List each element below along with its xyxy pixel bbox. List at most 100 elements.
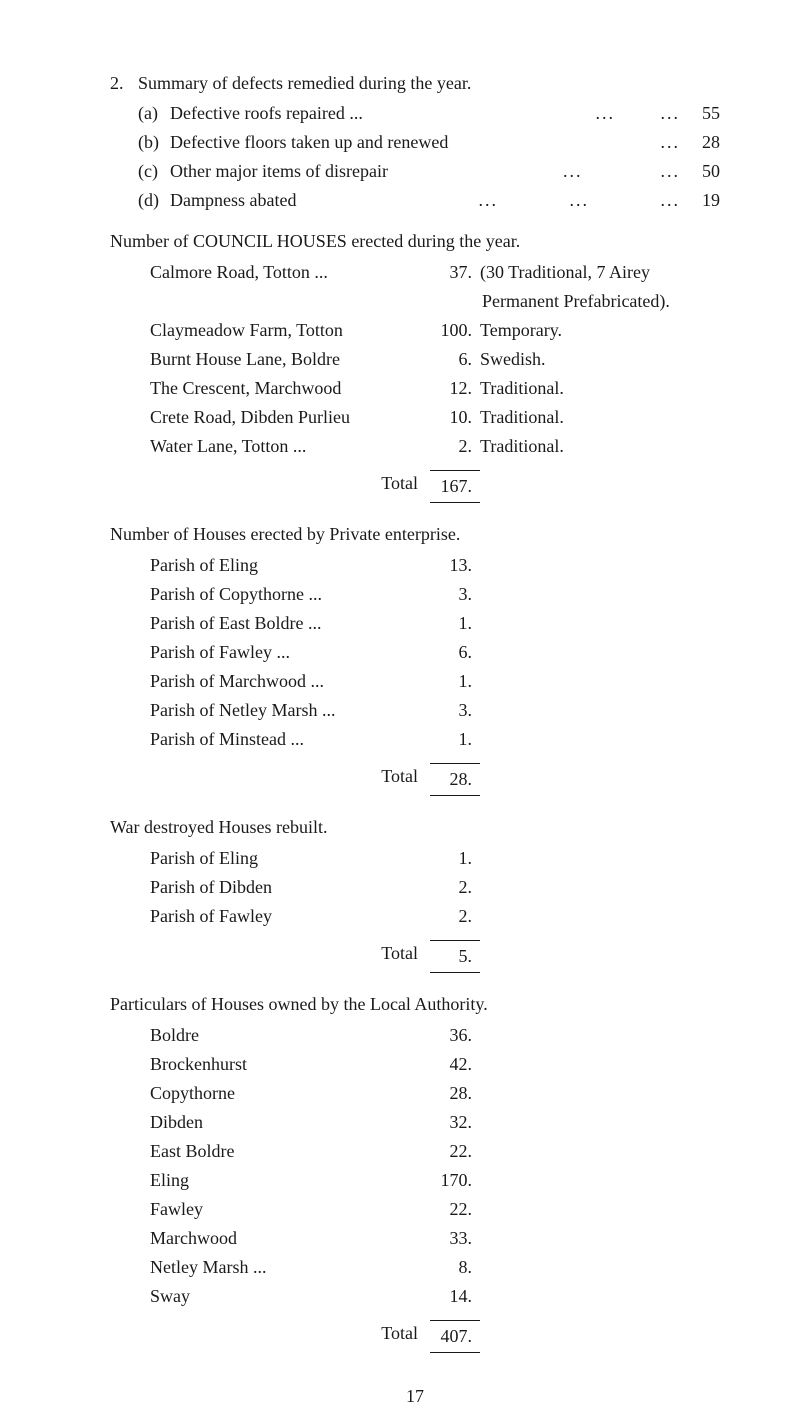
private-mid: 6. xyxy=(430,639,480,666)
particulars-row: Boldre 36. xyxy=(110,1022,720,1049)
particulars-total: Total 407. xyxy=(110,1320,720,1353)
private-row: Parish of Marchwood ... 1. xyxy=(110,668,720,695)
particulars-mid: 33. xyxy=(430,1225,480,1252)
war-mid: 2. xyxy=(430,903,480,930)
summary-text: Summary of defects remedied during the y… xyxy=(138,70,471,97)
summary-item: (a) Defective roofs repaired ... ... ...… xyxy=(110,100,720,127)
particulars-row: Sway 14. xyxy=(110,1283,720,1310)
summary-item: (d) Dampness abated ... ... ... 19 xyxy=(110,187,720,214)
council-right: Traditional. xyxy=(480,404,720,431)
council-mid: 100. xyxy=(430,317,480,344)
total-value: 167. xyxy=(430,470,480,503)
particulars-mid: 170. xyxy=(430,1167,480,1194)
summary-item: (b) Defective floors taken up and renewe… xyxy=(110,129,720,156)
particulars-mid: 36. xyxy=(430,1022,480,1049)
particulars-left: Copythorne xyxy=(150,1080,430,1107)
sub-text-a: Defective roofs repaired ... xyxy=(170,100,596,127)
particulars-left: Eling xyxy=(150,1167,430,1194)
sub-label-b: (b) xyxy=(138,129,170,156)
summary-heading: 2. Summary of defects remedied during th… xyxy=(110,70,720,97)
sub-label-a: (a) xyxy=(138,100,170,127)
sub-label-c: (c) xyxy=(138,158,170,185)
total-label: Total xyxy=(150,470,430,503)
total-label: Total xyxy=(150,940,430,973)
council-permanent: Permanent Prefabricated). xyxy=(110,288,720,315)
council-row: The Crescent, Marchwood 12. Traditional. xyxy=(110,375,720,402)
council-left: Claymeadow Farm, Totton xyxy=(150,317,430,344)
council-left: Crete Road, Dibden Purlieu xyxy=(150,404,430,431)
council-row: Water Lane, Totton ... 2. Traditional. xyxy=(110,433,720,460)
particulars-heading: Particulars of Houses owned by the Local… xyxy=(110,991,720,1018)
private-mid: 1. xyxy=(430,668,480,695)
private-heading: Number of Houses erected by Private ente… xyxy=(110,521,720,548)
summary-section: 2. Summary of defects remedied during th… xyxy=(110,70,720,214)
private-row: Parish of Fawley ... 6. xyxy=(110,639,720,666)
council-row: Calmore Road, Totton ... 37. (30 Traditi… xyxy=(110,259,720,286)
council-total: Total 167. xyxy=(110,470,720,503)
private-left: Parish of Eling xyxy=(150,552,430,579)
particulars-row: Dibden 32. xyxy=(110,1109,720,1136)
private-mid: 3. xyxy=(430,697,480,724)
council-right: Swedish. xyxy=(480,346,720,373)
dots: ... xyxy=(661,129,681,156)
sub-text-d: Dampness abated xyxy=(170,187,479,214)
council-row: Claymeadow Farm, Totton 100. Temporary. xyxy=(110,317,720,344)
total-value: 5. xyxy=(430,940,480,973)
council-mid: 6. xyxy=(430,346,480,373)
war-total: Total 5. xyxy=(110,940,720,973)
war-left: Parish of Fawley xyxy=(150,903,430,930)
particulars-row: Copythorne 28. xyxy=(110,1080,720,1107)
summary-item: (c) Other major items of disrepair ... .… xyxy=(110,158,720,185)
dots: ... ... ... xyxy=(479,187,681,214)
private-row: Parish of Copythorne ... 3. xyxy=(110,581,720,608)
private-row: Parish of Eling 13. xyxy=(110,552,720,579)
particulars-left: Boldre xyxy=(150,1022,430,1049)
total-label: Total xyxy=(150,1320,430,1353)
war-left: Parish of Dibden xyxy=(150,874,430,901)
war-heading: War destroyed Houses rebuilt. xyxy=(110,814,720,841)
sub-text-b: Defective floors taken up and renewed xyxy=(170,129,661,156)
private-total: Total 28. xyxy=(110,763,720,796)
particulars-row: Marchwood 33. xyxy=(110,1225,720,1252)
particulars-mid: 22. xyxy=(430,1196,480,1223)
sub-value-d: 19 xyxy=(680,187,720,214)
war-row: Parish of Dibden 2. xyxy=(110,874,720,901)
private-left: Parish of East Boldre ... xyxy=(150,610,430,637)
council-row: Burnt House Lane, Boldre 6. Swedish. xyxy=(110,346,720,373)
particulars-mid: 8. xyxy=(430,1254,480,1281)
particulars-mid: 22. xyxy=(430,1138,480,1165)
private-left: Parish of Netley Marsh ... xyxy=(150,697,430,724)
private-row: Parish of Netley Marsh ... 3. xyxy=(110,697,720,724)
particulars-row: Eling 170. xyxy=(110,1167,720,1194)
council-mid: 12. xyxy=(430,375,480,402)
private-row: Parish of East Boldre ... 1. xyxy=(110,610,720,637)
dots: ... ... xyxy=(563,158,680,185)
council-left: Calmore Road, Totton ... xyxy=(150,259,430,286)
particulars-left: Dibden xyxy=(150,1109,430,1136)
sub-value-c: 50 xyxy=(680,158,720,185)
particulars-row: Brockenhurst 42. xyxy=(110,1051,720,1078)
sub-value-b: 28 xyxy=(680,129,720,156)
particulars-mid: 32. xyxy=(430,1109,480,1136)
particulars-mid: 42. xyxy=(430,1051,480,1078)
private-left: Parish of Fawley ... xyxy=(150,639,430,666)
council-heading: Number of COUNCIL HOUSES erected during … xyxy=(110,228,720,255)
council-left: The Crescent, Marchwood xyxy=(150,375,430,402)
war-row: Parish of Fawley 2. xyxy=(110,903,720,930)
council-right: (30 Traditional, 7 Airey xyxy=(480,259,720,286)
council-mid: 10. xyxy=(430,404,480,431)
particulars-left: Fawley xyxy=(150,1196,430,1223)
council-mid: 2. xyxy=(430,433,480,460)
war-left: Parish of Eling xyxy=(150,845,430,872)
particulars-left: East Boldre xyxy=(150,1138,430,1165)
council-row: Crete Road, Dibden Purlieu 10. Tradition… xyxy=(110,404,720,431)
sub-text-c: Other major items of disrepair xyxy=(170,158,563,185)
council-left: Water Lane, Totton ... xyxy=(150,433,430,460)
council-left: Burnt House Lane, Boldre xyxy=(150,346,430,373)
private-mid: 3. xyxy=(430,581,480,608)
private-left: Parish of Copythorne ... xyxy=(150,581,430,608)
total-label: Total xyxy=(150,763,430,796)
page-number: 17 xyxy=(110,1383,720,1410)
council-right: Traditional. xyxy=(480,375,720,402)
war-row: Parish of Eling 1. xyxy=(110,845,720,872)
